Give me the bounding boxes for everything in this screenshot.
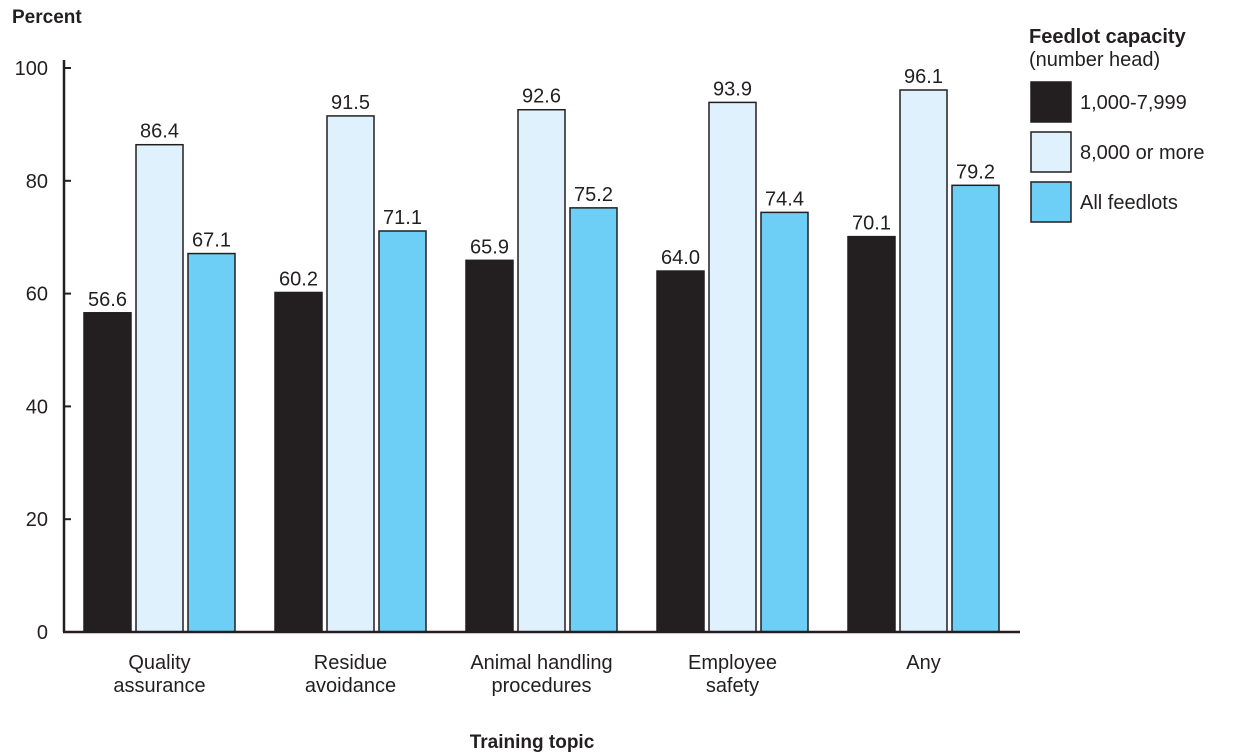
bar: [83, 312, 132, 633]
y-axis-ticks: 0 20 40 60 80 100: [15, 58, 71, 644]
category-label: Animal handling: [470, 652, 612, 674]
category-label: Any: [906, 652, 940, 674]
bar-value-label: 91.5: [331, 92, 370, 114]
bar-value-label: 93.9: [713, 78, 752, 100]
bar-value-label: 86.4: [140, 121, 179, 143]
y-tick-label: 100: [15, 58, 48, 80]
bar: [569, 207, 618, 633]
bar: [760, 211, 809, 633]
bar-value-label: 65.9: [470, 236, 509, 258]
legend-item-label: All feedlots: [1080, 192, 1178, 214]
bar-value-label: 96.1: [904, 66, 943, 88]
bar-value-label: 67.1: [192, 230, 231, 252]
bar-value-label: 75.2: [574, 184, 613, 206]
y-tick-label: 60: [26, 284, 48, 306]
category-label: Employee: [688, 652, 777, 674]
category-label: avoidance: [305, 675, 396, 697]
bar: [187, 252, 236, 633]
bar-value-label: 70.1: [852, 213, 891, 235]
legend-swatch: [1030, 131, 1072, 173]
category-label: Residue: [314, 652, 387, 674]
legend-subtitle: (number head): [1029, 49, 1160, 71]
bar-value-label: 64.0: [661, 247, 700, 269]
bar-value-label: 56.6: [88, 289, 127, 311]
bar: [326, 115, 375, 633]
y-tick-label: 80: [26, 171, 48, 193]
bar: [847, 235, 896, 633]
bar-value-label: 71.1: [383, 207, 422, 229]
legend-item-label: 1,000-7,999: [1080, 92, 1187, 114]
bar: [274, 291, 323, 633]
bar-value-label: 74.4: [765, 188, 804, 210]
bar: [135, 143, 184, 633]
bars: [83, 89, 1000, 633]
category-label: procedures: [491, 675, 591, 697]
legend-swatch: [1030, 181, 1072, 223]
bar: [517, 108, 566, 633]
axes: [62, 60, 1020, 634]
bar: [656, 270, 705, 633]
category-label: safety: [706, 675, 759, 697]
legend-title: Feedlot capacity: [1029, 26, 1187, 48]
legend-swatch: [1030, 81, 1072, 123]
y-tick-label: 40: [26, 396, 48, 418]
category-label: Quality: [128, 652, 190, 674]
y-axis-label: Percent: [12, 7, 82, 28]
category-label: assurance: [113, 675, 205, 697]
bar: [465, 259, 514, 633]
legend-item-label: 8,000 or more: [1080, 142, 1205, 164]
bar-value-label: 60.2: [279, 268, 318, 290]
bar: [951, 184, 1000, 633]
y-tick-label: 0: [37, 622, 48, 644]
bar: [378, 230, 427, 633]
bar: [899, 89, 948, 633]
bar-value-label: 92.6: [522, 86, 561, 108]
legend: Feedlot capacity (number head) 1,000-7,9…: [1029, 26, 1205, 223]
bar-value-label: 79.2: [956, 161, 995, 183]
y-tick-label: 20: [26, 509, 48, 531]
value-labels: 56.6 86.4 67.1 60.2 91.5 71.1 65.9 92.6 75.2 64.0…: [88, 66, 995, 311]
x-axis-label: Training topic: [470, 732, 595, 753]
bar: [708, 101, 757, 633]
